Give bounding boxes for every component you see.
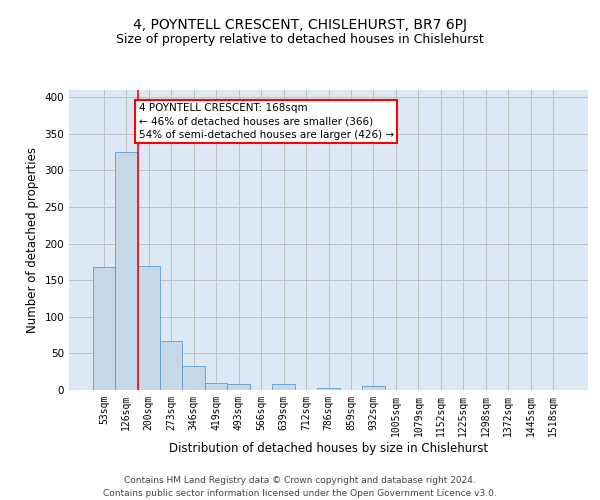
Bar — [160, 341, 182, 390]
Bar — [92, 267, 115, 390]
Y-axis label: Number of detached properties: Number of detached properties — [26, 147, 39, 333]
Bar — [182, 366, 205, 390]
Bar — [115, 152, 137, 390]
Text: 4, POYNTELL CRESCENT, CHISLEHURST, BR7 6PJ: 4, POYNTELL CRESCENT, CHISLEHURST, BR7 6… — [133, 18, 467, 32]
Bar — [137, 266, 160, 390]
Text: 4 POYNTELL CRESCENT: 168sqm
← 46% of detached houses are smaller (366)
54% of se: 4 POYNTELL CRESCENT: 168sqm ← 46% of det… — [139, 103, 394, 140]
Bar — [362, 386, 385, 390]
Text: Size of property relative to detached houses in Chislehurst: Size of property relative to detached ho… — [116, 32, 484, 46]
Bar — [317, 388, 340, 390]
Bar — [227, 384, 250, 390]
Bar — [205, 382, 227, 390]
Text: Contains HM Land Registry data © Crown copyright and database right 2024.
Contai: Contains HM Land Registry data © Crown c… — [103, 476, 497, 498]
X-axis label: Distribution of detached houses by size in Chislehurst: Distribution of detached houses by size … — [169, 442, 488, 454]
Bar — [272, 384, 295, 390]
